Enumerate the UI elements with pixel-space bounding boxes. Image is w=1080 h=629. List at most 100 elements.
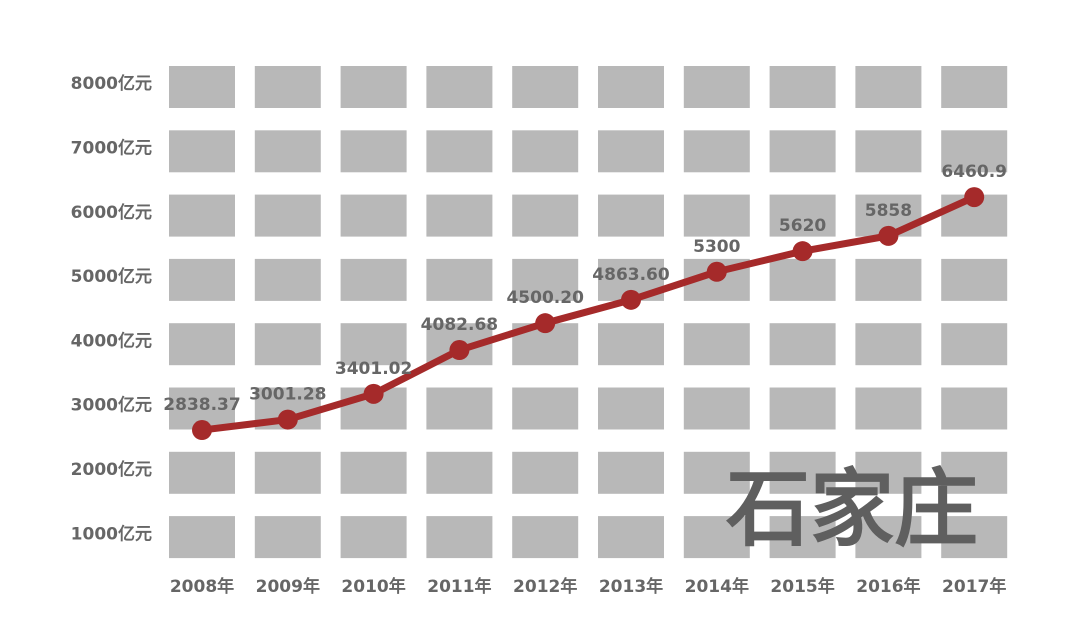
grid-cell bbox=[254, 66, 321, 108]
grid-cell bbox=[512, 130, 579, 173]
grid-cell bbox=[941, 323, 1008, 366]
grid-cell bbox=[769, 323, 836, 366]
grid-cell bbox=[169, 451, 235, 494]
grid-cell bbox=[426, 516, 493, 559]
grid-cell bbox=[512, 451, 579, 494]
grid-cell bbox=[254, 516, 321, 559]
data-point bbox=[192, 420, 212, 441]
grid-cell bbox=[512, 66, 579, 108]
grid-cells bbox=[169, 66, 1008, 559]
y-tick-label: 8000亿元 bbox=[71, 73, 152, 94]
grid-cell bbox=[254, 130, 321, 173]
x-tick-label: 2008年 bbox=[170, 576, 234, 597]
grid-cell bbox=[254, 258, 321, 301]
grid-cell bbox=[254, 451, 321, 494]
grid-cell bbox=[169, 66, 235, 108]
grid-cell bbox=[941, 66, 1008, 108]
x-axis-tick-labels: 2008年 2009年 2010年 2011年 2012年 2013年 2014年 2015年… bbox=[170, 576, 1007, 597]
grid-cell bbox=[941, 130, 1008, 173]
grid-cell bbox=[855, 258, 922, 301]
data-label: 3401.02 bbox=[335, 359, 412, 379]
grid-cell bbox=[340, 130, 407, 173]
grid-cell bbox=[683, 323, 750, 366]
grid-cell bbox=[683, 130, 750, 173]
grid-cell bbox=[340, 66, 407, 108]
y-tick-label: 2000亿元 bbox=[71, 459, 152, 480]
grid-cell bbox=[512, 194, 579, 237]
y-tick-label: 7000亿元 bbox=[71, 137, 152, 158]
grid-cell bbox=[598, 387, 664, 430]
y-axis-tick-labels: 8000亿元 7000亿元 6000亿元 5000亿元 4000亿元 3000亿元 2000… bbox=[71, 73, 152, 544]
grid-cell bbox=[340, 451, 407, 494]
grid-cell bbox=[855, 323, 922, 366]
grid-cell bbox=[512, 516, 579, 559]
grid-cell bbox=[254, 323, 321, 366]
grid-cell bbox=[683, 451, 750, 494]
grid-cell bbox=[512, 258, 579, 301]
grid-cell bbox=[941, 516, 1008, 559]
x-tick-label: 2009年 bbox=[256, 576, 320, 597]
data-labels: 2838.37 3001.28 3401.02 4082.68 4500.20 4863.… bbox=[163, 162, 1007, 415]
data-point bbox=[363, 383, 384, 404]
grid-cell bbox=[683, 387, 750, 430]
grid-cell bbox=[169, 194, 235, 237]
grid-cell bbox=[598, 451, 664, 494]
grid-cell bbox=[426, 66, 493, 108]
x-tick-label: 2013年 bbox=[599, 576, 663, 597]
data-point bbox=[621, 289, 641, 310]
grid-cell bbox=[941, 451, 1008, 494]
grid-cell bbox=[769, 194, 836, 237]
grid-cell bbox=[169, 130, 235, 173]
grid-cell bbox=[426, 194, 493, 237]
grid-cell bbox=[769, 130, 836, 173]
grid-cell bbox=[340, 194, 407, 237]
data-point bbox=[878, 225, 899, 246]
grid-cell bbox=[769, 451, 836, 494]
grid-cell bbox=[683, 66, 750, 108]
city-watermark: 石家庄 bbox=[726, 460, 978, 558]
grid-cell bbox=[340, 516, 407, 559]
x-tick-label: 2012年 bbox=[513, 576, 577, 597]
data-point bbox=[449, 340, 470, 361]
data-label: 2838.37 bbox=[163, 395, 240, 415]
grid-cell bbox=[769, 258, 836, 301]
grid-cell bbox=[855, 451, 922, 494]
grid-cell bbox=[426, 387, 493, 430]
data-label: 6460.9 bbox=[941, 162, 1007, 182]
grid-cell bbox=[683, 516, 750, 559]
grid-cell bbox=[340, 258, 407, 301]
x-tick-label: 2010年 bbox=[341, 576, 405, 597]
data-point bbox=[277, 409, 298, 430]
grid-cell bbox=[769, 66, 836, 108]
y-tick-label: 3000亿元 bbox=[71, 395, 152, 416]
grid-cell bbox=[598, 66, 664, 108]
data-point bbox=[706, 261, 727, 282]
y-tick-label: 6000亿元 bbox=[71, 202, 152, 223]
x-tick-label: 2017年 bbox=[942, 576, 1006, 597]
data-label: 4500.20 bbox=[506, 288, 584, 308]
grid-cell bbox=[598, 323, 664, 366]
data-label: 4082.68 bbox=[421, 315, 498, 335]
grid-cell bbox=[855, 66, 922, 108]
grid-cell bbox=[598, 194, 664, 237]
data-point bbox=[535, 313, 556, 334]
grid-cell bbox=[169, 323, 235, 366]
grid-cell bbox=[169, 258, 235, 301]
grid-cell bbox=[426, 130, 493, 173]
grid-cell bbox=[426, 451, 493, 494]
data-label: 5300 bbox=[693, 237, 740, 257]
data-label: 5620 bbox=[779, 216, 826, 236]
data-label: 4863.60 bbox=[592, 265, 670, 285]
x-tick-label: 2014年 bbox=[685, 576, 749, 597]
grid-cell bbox=[340, 323, 407, 366]
y-tick-label: 4000亿元 bbox=[71, 330, 152, 351]
data-label: 5858 bbox=[865, 201, 912, 221]
grid-cell bbox=[941, 258, 1008, 301]
grid-cell bbox=[254, 194, 321, 237]
grid-cell bbox=[855, 130, 922, 173]
grid-cell bbox=[426, 258, 493, 301]
grid-cell bbox=[683, 194, 750, 237]
x-tick-label: 2011年 bbox=[427, 576, 491, 597]
grid-cell bbox=[941, 387, 1008, 430]
